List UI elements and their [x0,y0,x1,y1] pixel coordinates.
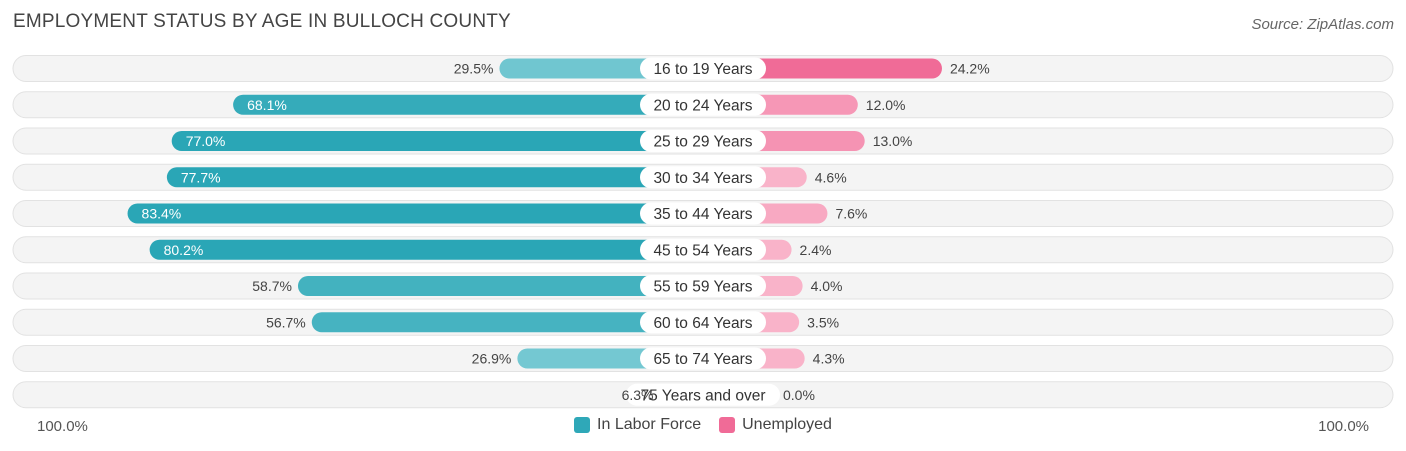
bar-labor-force [149,239,703,260]
axis-left-label: 100.0% [37,418,88,435]
row-0: 16 to 19 Years 29.5% 24.2% [12,55,1394,82]
row-2: 25 to 29 Years 77.0% 13.0% [12,127,1394,155]
category-pill [640,130,766,152]
value-label-unemployed: 7.6% [835,206,867,222]
row-7: 60 to 64 Years 56.7% 3.5% [12,308,1394,336]
axis-right-label: 100.0% [1318,418,1369,435]
row-5: 45 to 54 Years 80.2% 2.4% [12,236,1394,264]
category-pill [640,238,766,261]
row-1: 20 to 24 Years 68.1% 12.0% [12,91,1394,119]
value-label-labor-force: 80.2% [164,242,204,258]
legend-label-labor-force: In Labor Force [597,416,702,433]
category-pill [640,311,766,334]
category-label: 30 to 34 Years [653,170,752,187]
category-label: 45 to 54 Years [653,242,752,259]
legend-swatch-unemployed [719,417,736,433]
bar-labor-force [166,167,703,188]
bar-labor-force [171,131,703,151]
value-label-unemployed: 12.0% [866,97,906,113]
category-label: 55 to 59 Years [653,279,752,296]
value-label-labor-force: 68.1% [247,97,287,113]
category-label: 65 to 74 Years [653,351,752,368]
row-8: 65 to 74 Years 26.9% 4.3% [12,345,1394,372]
category-pill [640,202,766,225]
legend-item-unemployed[interactable]: Unemployed [719,416,832,434]
value-label-labor-force: 29.5% [454,61,494,77]
row-4: 35 to 44 Years 83.4% 7.6% [12,200,1394,227]
legend-label-unemployed: Unemployed [742,416,832,433]
category-label: 60 to 64 Years [653,315,752,332]
category-label: 75 Years and over [641,387,766,404]
value-label-labor-force: 26.9% [472,351,512,367]
value-label-labor-force: 6.3% [622,387,654,403]
value-label-labor-force: 83.4% [142,206,182,222]
value-label-labor-force: 58.7% [252,278,292,294]
value-label-unemployed: 4.0% [811,278,843,294]
value-label-labor-force: 56.7% [266,314,306,330]
value-label-unemployed: 4.3% [813,351,845,367]
value-label-unemployed: 4.6% [815,169,847,185]
value-label-unemployed: 13.0% [873,133,913,149]
value-label-labor-force: 77.0% [186,133,226,149]
bar-labor-force [311,312,703,333]
legend: In Labor Force Unemployed [0,416,1406,434]
bar-labor-force [127,203,704,224]
value-label-unemployed: 0.0% [783,387,815,403]
category-label: 20 to 24 Years [653,97,752,114]
legend-item-labor-force[interactable]: In Labor Force [574,416,701,434]
row-6: 55 to 59 Years 58.7% 4.0% [12,272,1394,300]
value-label-unemployed: 3.5% [807,314,839,330]
category-pill [640,275,766,297]
category-label: 16 to 19 Years [653,61,752,78]
value-label-labor-force: 77.7% [181,169,221,185]
bar-labor-force [297,276,703,296]
source-label: Source: ZipAtlas.com [1251,16,1394,33]
category-pill [640,166,766,189]
bar-labor-force [233,94,704,115]
value-label-unemployed: 2.4% [800,242,832,258]
legend-swatch-labor-force [574,417,591,433]
chart-title: EMPLOYMENT STATUS BY AGE IN BULLOCH COUN… [13,11,511,32]
category-label: 25 to 29 Years [653,134,752,151]
row-3: 30 to 34 Years 77.7% 4.6% [12,163,1394,191]
value-label-unemployed: 24.2% [950,61,990,77]
category-pill [640,347,766,370]
category-label: 35 to 44 Years [653,206,752,223]
category-pill [626,383,780,406]
category-pill [640,57,766,80]
category-pill [640,93,766,116]
